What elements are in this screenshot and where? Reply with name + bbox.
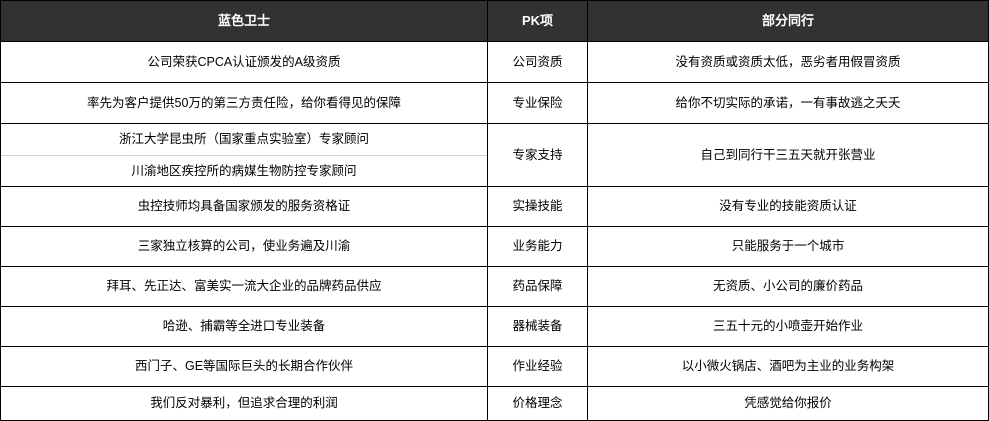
table-row-practical-skills: 虫控技师均具备国家颁发的服务资格证 实操技能 没有专业的技能资质认证 — [1, 187, 988, 227]
cell-us: 虫控技师均具备国家颁发的服务资格证 — [1, 187, 488, 226]
column-header-competitors: 部分同行 — [761, 12, 814, 28]
cell-pk-item: 实操技能 — [488, 187, 588, 226]
table-row-pricing-philosophy: 我们反对暴利，但追求合理的利润 价格理念 凭感觉给你报价 — [1, 387, 988, 420]
cell-them: 给你不切实际的承诺，一有事故逃之夭夭 — [675, 95, 901, 110]
cell-us: 公司荣获CPCA认证颁发的A级资质 — [1, 42, 488, 82]
table-row-business-capability: 三家独立核算的公司，使业务遍及川渝 业务能力 只能服务于一个城市 — [1, 227, 988, 267]
table-row-equipment: 哈逊、捕霸等全进口专业装备 器械装备 三五十元的小喷壶开始作业 — [1, 307, 988, 347]
column-header-pk-item: PK项 — [488, 1, 588, 41]
cell-them: 自己到同行干三五天就开张营业 — [700, 147, 876, 162]
cell-us: 三家独立核算的公司，使业务遍及川渝 — [1, 227, 488, 266]
cell-us: 拜耳、先正达、富美实一流大企业的品牌药品供应 — [1, 267, 488, 306]
cell-them: 没有资质或资质太低，恶劣者用假冒资质 — [675, 54, 901, 69]
cell-them: 凭感觉给你报价 — [744, 396, 832, 411]
cell-them: 以小微火锅店、酒吧为主业的业务构架 — [681, 359, 895, 374]
column-header-us: 蓝色卫士 — [1, 1, 488, 41]
sub-row-divider — [1, 154, 487, 156]
cell-us-line-1: 浙江大学昆虫所（国家重点实验室）专家顾问 — [118, 132, 369, 147]
table-row-medicine-guarantee: 拜耳、先正达、富美实一流大企业的品牌药品供应 药品保障 无资质、小公司的廉价药品 — [1, 267, 988, 307]
cell-them: 只能服务于一个城市 — [731, 239, 845, 254]
table-header-row: 蓝色卫士 PK项 部分同行 — [1, 1, 988, 42]
cell-pk-item: 公司资质 — [488, 42, 588, 82]
cell-pk-item: 专业保险 — [488, 83, 588, 123]
cell-us-line-2: 川渝地区疾控所的病媒生物防控专家顾问 — [131, 163, 357, 178]
cell-us-stacked: 浙江大学昆虫所（国家重点实验室）专家顾问 川渝地区疾控所的病媒生物防控专家顾问 — [1, 124, 488, 186]
cell-us: 我们反对暴利，但追求合理的利润 — [1, 387, 488, 420]
table-row-company-qualification: 公司荣获CPCA认证颁发的A级资质 公司资质 没有资质或资质太低，恶劣者用假冒资… — [1, 42, 988, 83]
table-row-expert-support: 浙江大学昆虫所（国家重点实验室）专家顾问 川渝地区疾控所的病媒生物防控专家顾问 … — [1, 124, 988, 187]
table-row-professional-insurance: 率先为客户提供50万的第三方责任险，给你看得见的保障 专业保险 给你不切实际的承… — [1, 83, 988, 124]
cell-pk-item: 业务能力 — [488, 227, 588, 266]
table-row-work-experience: 西门子、GE等国际巨头的长期合作伙伴 作业经验 以小微火锅店、酒吧为主业的业务构… — [1, 347, 988, 387]
cell-pk-item: 专家支持 — [488, 124, 588, 186]
cell-them: 三五十元的小喷壶开始作业 — [712, 319, 863, 334]
cell-pk-item: 价格理念 — [488, 387, 588, 420]
cell-them: 无资质、小公司的廉价药品 — [712, 279, 863, 294]
cell-us: 西门子、GE等国际巨头的长期合作伙伴 — [1, 347, 488, 386]
cell-us: 哈逊、捕霸等全进口专业装备 — [1, 307, 488, 346]
cell-them: 没有专业的技能资质认证 — [719, 199, 857, 214]
cell-pk-item: 器械装备 — [488, 307, 588, 346]
cell-us: 率先为客户提供50万的第三方责任险，给你看得见的保障 — [1, 83, 488, 123]
cell-pk-item: 药品保障 — [488, 267, 588, 306]
cell-pk-item: 作业经验 — [488, 347, 588, 386]
